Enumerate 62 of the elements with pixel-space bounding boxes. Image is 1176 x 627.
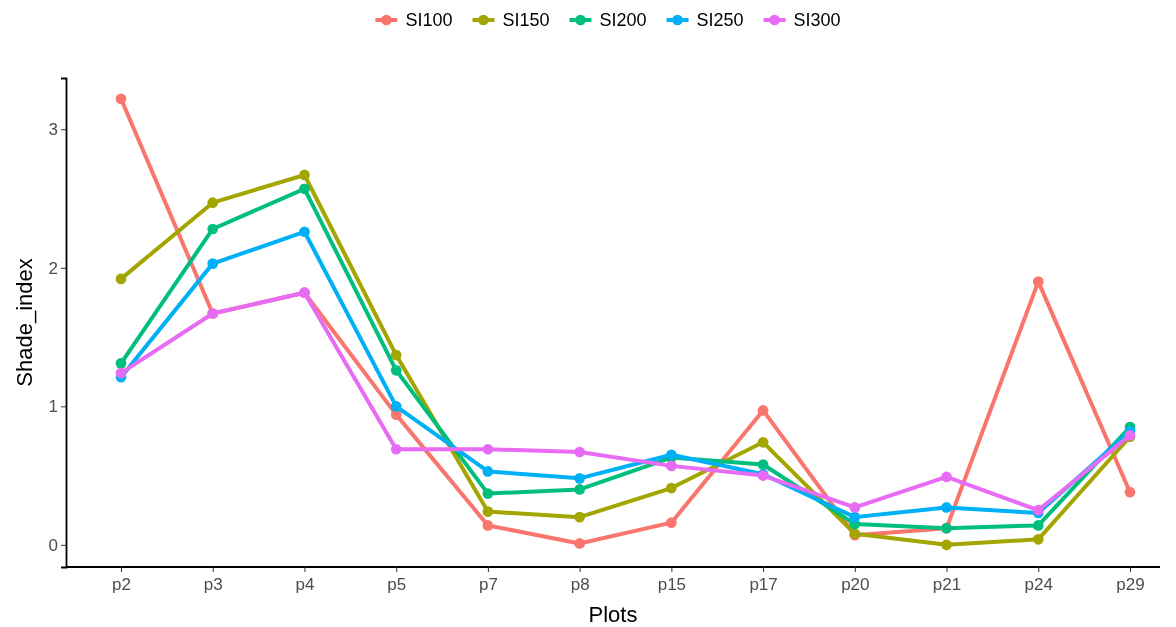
x-axis-title: Plots [588,602,638,627]
point [1032,533,1044,545]
x-tick-label: p20 [841,575,870,595]
y-tick-label: 2 [48,258,58,278]
point [207,197,219,209]
legend-label: SI250 [696,10,744,31]
point [757,405,769,416]
point [666,482,677,494]
point [941,471,952,483]
legend-label: SI200 [599,10,647,31]
point [115,93,127,105]
point [115,367,127,379]
y-tick-label: 1 [48,397,58,417]
point [390,443,402,455]
point [482,520,494,531]
x-tick-label: p17 [749,575,778,595]
legend-label: SI150 [502,10,550,31]
point [574,511,585,523]
point [390,400,402,412]
y-axis-title: Shade_index [12,258,37,387]
point [1032,276,1044,287]
x-tick-label: p29 [1116,575,1145,595]
y-tick-label: 3 [48,120,58,140]
x-tick-label: p2 [112,575,131,595]
point [666,460,677,472]
point [757,459,769,470]
legend-label: SI300 [793,10,841,31]
point [299,183,310,195]
x-tick-label: p15 [657,575,687,595]
point [390,364,402,376]
x-tick-label: p8 [570,575,590,595]
point [482,488,494,499]
point [849,502,861,513]
point [941,502,952,513]
point [574,538,585,549]
point [849,511,861,523]
point [1124,486,1136,498]
point [299,226,310,238]
x-tick-label: p5 [387,575,407,595]
x-tick-label: p3 [203,575,223,595]
point [1032,520,1044,531]
point [666,517,677,529]
x-tick-label: p24 [1024,575,1053,595]
point [941,539,952,551]
point [207,258,219,269]
x-tick-label: p7 [478,575,498,595]
point [574,484,585,495]
point [115,273,127,285]
point [482,443,494,455]
point [574,446,585,458]
legend-label: SI100 [405,10,453,31]
point [482,466,494,477]
point [299,169,310,181]
x-tick-label: p21 [932,575,962,595]
point [757,436,769,448]
point [482,506,494,517]
point [115,358,127,369]
x-tick-label: p4 [295,575,315,595]
point [574,473,585,484]
point [207,223,219,235]
y-tick-label: 0 [48,535,58,555]
point [390,349,402,361]
